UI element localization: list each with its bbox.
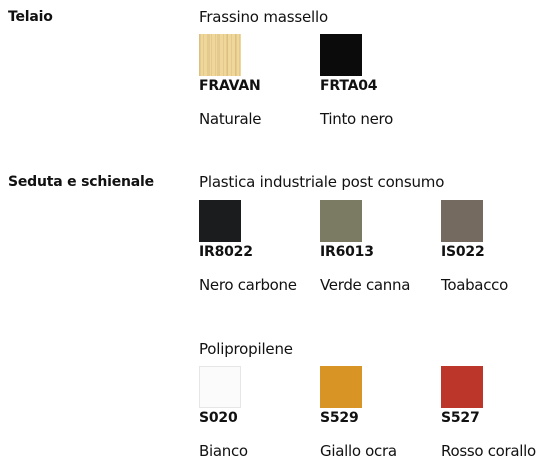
swatch-name: Naturale — [199, 110, 262, 128]
color-swatch[interactable] — [199, 366, 241, 408]
color-swatch[interactable] — [320, 366, 362, 408]
swatch-code: FRTA04 — [320, 78, 378, 94]
section-label-telaio: Telaio — [8, 9, 53, 25]
swatch-code: IR6013 — [320, 244, 374, 260]
swatch-item[interactable]: S529 Giallo ocra — [320, 366, 440, 460]
swatch-name: Giallo ocra — [320, 442, 397, 460]
swatch-name: Bianco — [199, 442, 248, 460]
swatch-item[interactable]: IR8022 Nero carbone — [199, 200, 319, 294]
swatch-name: Tinto nero — [320, 110, 393, 128]
color-swatch[interactable] — [199, 200, 241, 242]
swatch-code: IR8022 — [199, 244, 253, 260]
swatch-code: S020 — [199, 410, 238, 426]
color-swatch[interactable] — [320, 200, 362, 242]
color-swatch[interactable] — [320, 34, 362, 76]
swatch-code: FRAVAN — [199, 78, 261, 94]
group-title-frassino: Frassino massello — [199, 8, 328, 26]
swatch-code: S527 — [441, 410, 480, 426]
swatch-item[interactable]: IS022 Toabacco — [441, 200, 548, 294]
swatch-name: Toabacco — [441, 276, 508, 294]
color-swatch[interactable] — [441, 200, 483, 242]
swatch-name: Verde canna — [320, 276, 411, 294]
swatch-item[interactable]: S527 Rosso corallo — [441, 366, 548, 460]
color-swatch-wood[interactable] — [199, 34, 241, 76]
swatch-item[interactable]: FRTA04 Tinto nero — [320, 34, 440, 128]
group-title-polipropilene: Polipropilene — [199, 340, 293, 358]
swatch-item[interactable]: FRAVAN Naturale — [199, 34, 319, 128]
swatch-code: S529 — [320, 410, 359, 426]
color-swatch[interactable] — [441, 366, 483, 408]
swatch-name: Nero carbone — [199, 276, 297, 294]
swatch-item[interactable]: S020 Bianco — [199, 366, 319, 460]
swatch-name: Rosso corallo — [441, 442, 536, 460]
section-label-seduta: Seduta e schienale — [8, 174, 154, 190]
swatch-item[interactable]: IR6013 Verde canna — [320, 200, 440, 294]
group-title-plastica: Plastica industriale post consumo — [199, 173, 445, 191]
swatch-code: IS022 — [441, 244, 485, 260]
